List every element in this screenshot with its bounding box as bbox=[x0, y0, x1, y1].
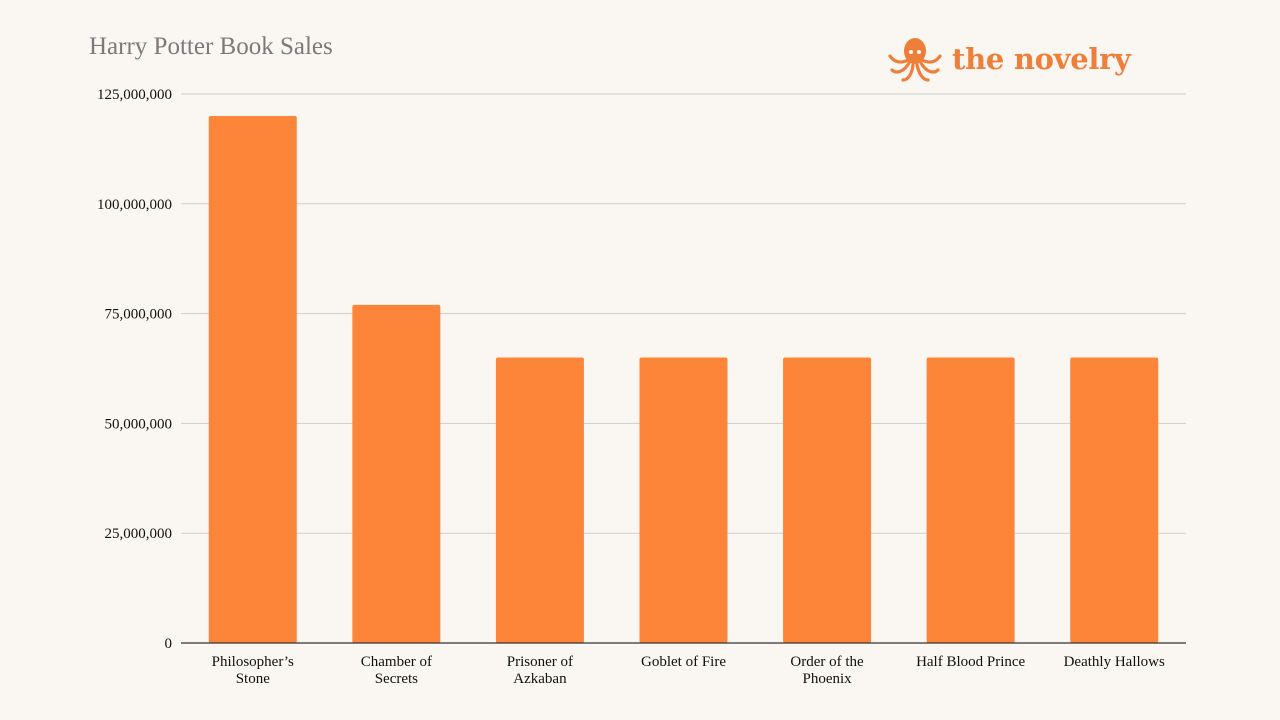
bars bbox=[208, 115, 1159, 643]
y-axis-ticks: 0 25,000,000 50,000,000 75,000,000 100,000,0… bbox=[97, 87, 172, 652]
x-tick-label-line: Philosopher’s bbox=[212, 654, 294, 670]
bar bbox=[352, 304, 441, 643]
bar bbox=[926, 357, 1015, 643]
x-tick-label-line: Phoenix bbox=[802, 671, 852, 687]
x-tick-label: Philosopher’s Stone bbox=[212, 654, 294, 687]
chart-title: Harry Potter Book Sales bbox=[89, 33, 333, 60]
bar bbox=[783, 357, 872, 643]
bar bbox=[639, 357, 728, 643]
gridlines bbox=[181, 93, 1186, 534]
bar bbox=[208, 115, 297, 643]
x-tick-label-line: Goblet of Fire bbox=[641, 654, 726, 670]
x-tick-label: Goblet of Fire bbox=[641, 654, 726, 670]
y-tick-label: 100,000,000 bbox=[97, 197, 172, 213]
brand-name: the novelry bbox=[952, 42, 1131, 76]
x-tick-label-line: Secrets bbox=[375, 671, 418, 687]
x-tick-label: Half Blood Prince bbox=[916, 654, 1025, 670]
bar bbox=[495, 357, 584, 643]
x-tick-label-line: Stone bbox=[236, 671, 271, 687]
y-tick-label: 75,000,000 bbox=[105, 307, 173, 323]
octopus-icon bbox=[888, 38, 942, 82]
x-tick-label-line: Order of the bbox=[790, 654, 864, 670]
x-tick-label-line: Deathly Hallows bbox=[1064, 654, 1165, 670]
x-tick-label-line: Azkaban bbox=[513, 671, 567, 687]
x-tick-label: Prisoner of Azkaban bbox=[507, 654, 573, 687]
y-tick-label: 50,000,000 bbox=[105, 416, 173, 432]
x-tick-label: Deathly Hallows bbox=[1064, 654, 1165, 670]
x-tick-label: Order of the Phoenix bbox=[790, 654, 864, 687]
x-tick-label-line: Half Blood Prince bbox=[916, 654, 1025, 670]
brand-logo: the novelry bbox=[886, 34, 1131, 84]
x-axis-labels: Philosopher’s Stone Chamber of Secrets Priso… bbox=[212, 654, 1165, 687]
x-tick-label-line: Chamber of bbox=[361, 654, 432, 670]
y-tick-label: 0 bbox=[165, 636, 173, 652]
y-tick-label: 125,000,000 bbox=[97, 87, 172, 103]
y-tick-label: 25,000,000 bbox=[105, 526, 173, 542]
x-tick-label: Chamber of Secrets bbox=[361, 654, 432, 687]
x-tick-label-line: Prisoner of bbox=[507, 654, 573, 670]
bar bbox=[1070, 357, 1159, 643]
